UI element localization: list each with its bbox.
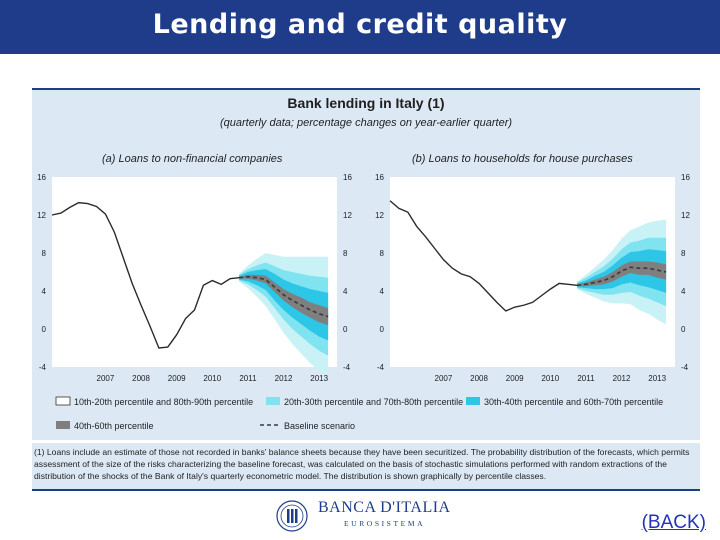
- y-tick-right-b: 12: [681, 211, 690, 220]
- x-tick-a: 2012: [275, 374, 293, 383]
- x-tick-a: 2010: [203, 374, 221, 383]
- y-tick-left-b: 12: [375, 211, 384, 220]
- legend-swatch-p30-40: [466, 397, 480, 405]
- y-tick-right-a: 8: [343, 249, 348, 258]
- back-link[interactable]: (BACK): [641, 512, 706, 533]
- baseline-line-b: [576, 266, 667, 287]
- y-tick-right-b: 4: [681, 287, 686, 296]
- panel-b-title: (b) Loans to households for house purcha…: [412, 153, 633, 165]
- y-tick-left-b: 8: [380, 249, 385, 258]
- page-title: Lending and credit quality: [152, 9, 568, 40]
- x-tick-b: 2013: [648, 374, 666, 383]
- history-line-b: [389, 200, 578, 312]
- x-tick-b: 2008: [470, 374, 488, 383]
- figure-subtitle: (quarterly data; percentage changes on y…: [219, 117, 513, 129]
- y-tick-left-a: 12: [37, 211, 46, 220]
- x-tick-b: 2009: [506, 374, 524, 383]
- y-tick-right-a: -4: [343, 363, 351, 372]
- bank-emblem-icon: [276, 500, 308, 532]
- y-tick-right-b: 0: [681, 325, 686, 334]
- y-tick-right-b: 8: [681, 249, 686, 258]
- x-tick-b: 2011: [577, 374, 595, 383]
- legend-swatch-p40-60: [56, 421, 70, 429]
- y-tick-left-a: 16: [37, 173, 46, 182]
- footnote: (1) Loans include an estimate of those n…: [32, 443, 700, 491]
- x-tick-a: 2009: [168, 374, 186, 383]
- x-tick-a: 2013: [310, 374, 328, 383]
- baseline-line-a: [238, 275, 329, 318]
- band-p30_70-a: [239, 269, 329, 341]
- figure-body: (a) Loans to non-financial companies -4 0…: [32, 142, 700, 440]
- y-tick-left-a: -4: [39, 363, 47, 372]
- y-tick-left-a: 0: [42, 325, 47, 334]
- legend-label-p10-20: 10th-20th percentile and 80th-90th perce…: [74, 397, 253, 407]
- logo-name: BANCA D'ITALIA: [318, 499, 451, 516]
- y-tick-left-b: 16: [375, 173, 384, 182]
- bank-logo: BANCA D'ITALIA EUROSISTEMA: [274, 497, 450, 537]
- y-tick-left-a: 8: [42, 249, 47, 258]
- y-tick-left-b: -4: [377, 363, 385, 372]
- legend-swatch-p10-20: [55, 396, 71, 406]
- history-line-a: [51, 201, 240, 349]
- x-tick-b: 2012: [613, 374, 631, 383]
- band-p40_60-a: [239, 274, 329, 326]
- x-tick-a: 2011: [239, 374, 257, 383]
- y-tick-right-b: -4: [681, 363, 689, 372]
- legend-label-baseline: Baseline scenario: [284, 421, 355, 431]
- y-tick-left-b: 0: [380, 325, 385, 334]
- y-tick-left-a: 4: [42, 287, 47, 296]
- y-tick-right-a: 4: [343, 287, 348, 296]
- y-tick-left-b: 4: [380, 287, 385, 296]
- legend-label-p30-40: 30th-40th percentile and 60th-70th perce…: [484, 397, 663, 407]
- x-tick-a: 2007: [97, 374, 115, 383]
- panel-a: (a) Loans to non-financial companies -4 0…: [37, 153, 352, 383]
- legend-label-p20-30: 20th-30th percentile and 70th-80th perce…: [284, 397, 463, 407]
- legend-swatch-p20-30: [266, 397, 280, 405]
- x-tick-a: 2008: [132, 374, 150, 383]
- logo-subtitle: EUROSISTEMA: [344, 519, 426, 528]
- panel-b: (b) Loans to households for house purcha…: [375, 153, 690, 383]
- title-bar: Lending and credit quality: [0, 0, 720, 54]
- figure-title: Bank lending in Italy (1): [287, 95, 445, 111]
- legend-label-p40-60: 40th-60th percentile: [74, 421, 154, 431]
- x-tick-b: 2010: [541, 374, 559, 383]
- panel-a-title: (a) Loans to non-financial companies: [102, 153, 283, 165]
- figure-header: Bank lending in Italy (1) (quarterly dat…: [32, 88, 700, 142]
- legend: 10th-20th percentile and 80th-90th perce…: [55, 396, 663, 431]
- figure: Bank lending in Italy (1) (quarterly dat…: [32, 88, 700, 494]
- y-tick-right-a: 0: [343, 325, 348, 334]
- x-tick-b: 2007: [435, 374, 453, 383]
- y-tick-right-a: 12: [343, 211, 352, 220]
- y-tick-right-a: 16: [343, 173, 352, 182]
- y-tick-right-b: 16: [681, 173, 690, 182]
- chart-svg: (a) Loans to non-financial companies -4 0…: [37, 153, 690, 431]
